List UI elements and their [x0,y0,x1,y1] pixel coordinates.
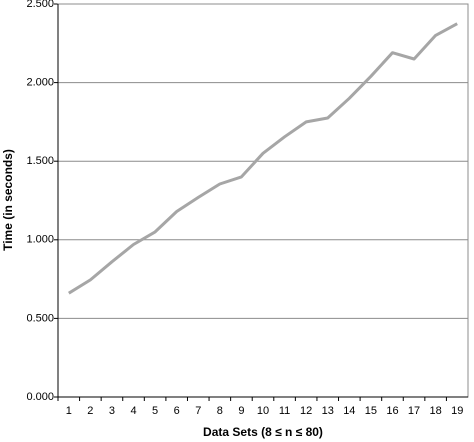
y-tick-label: 1.000 [26,234,54,246]
x-tick-label: 19 [451,405,463,417]
y-tick-label: 0.000 [26,391,54,403]
x-tick-label: 1 [66,405,72,417]
x-tick-label: 10 [257,405,269,417]
y-tick-label: 0.500 [26,312,54,324]
x-tick-label: 15 [365,405,377,417]
x-tick-label: 14 [343,405,355,417]
x-tick-label: 18 [430,405,442,417]
x-tick-label: 2 [87,405,93,417]
y-tick-label: 1.500 [26,155,54,167]
x-tick-label: 8 [217,405,223,417]
x-tick-label: 6 [174,405,180,417]
x-tick-label: 11 [279,405,290,417]
x-tick-label: 4 [130,405,136,417]
x-tick-label: 9 [238,405,244,417]
x-tick-label: 12 [300,405,312,417]
x-axis-title: Data Sets (8 ≤ n ≤ 80) [203,425,323,439]
x-tick-label: 7 [195,405,201,417]
x-tick-label: 3 [109,405,115,417]
plot-frame [57,3,469,398]
data-line [68,22,458,295]
y-tick-label: 2.500 [26,0,54,10]
x-tick-label: 5 [152,405,158,417]
x-tick-label: 16 [386,405,398,417]
x-tick-label: 13 [322,405,334,417]
y-axis-title: Time (in seconds) [1,149,15,251]
y-tick-label: 2.000 [26,77,54,89]
x-tick-label: 17 [408,405,420,417]
